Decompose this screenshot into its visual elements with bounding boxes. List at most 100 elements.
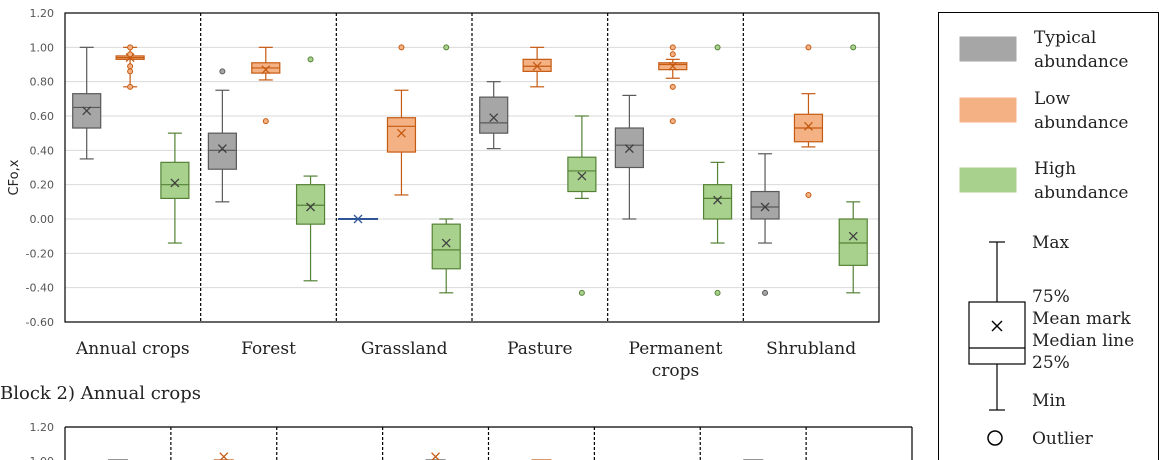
mean-mark bbox=[82, 106, 92, 116]
plot2-y-tick-label: 1.00 bbox=[30, 455, 55, 460]
box-high-abundance bbox=[567, 115, 597, 296]
outlier-point bbox=[805, 44, 812, 51]
box-high-abundance bbox=[838, 44, 868, 294]
mean-mark bbox=[760, 202, 770, 212]
outlier-point bbox=[127, 68, 134, 75]
key-outlier-label: Outlier bbox=[1032, 429, 1094, 449]
outlier-point bbox=[127, 51, 134, 58]
category-label: Forest bbox=[241, 339, 296, 359]
key-q3-label: 75% bbox=[1032, 287, 1070, 307]
outlier-point bbox=[127, 83, 134, 90]
y-tick-label: 1.20 bbox=[30, 7, 55, 20]
mean-mark bbox=[668, 61, 678, 71]
key-q1-label: 25% bbox=[1032, 353, 1070, 373]
plot2-mean-mark bbox=[219, 452, 229, 460]
iqr-box bbox=[838, 218, 868, 266]
category-label: Permanent bbox=[629, 339, 723, 359]
legend-swatch-typical bbox=[959, 36, 1017, 62]
box-low-abundance bbox=[115, 44, 145, 90]
legend-label-high: abundance bbox=[1034, 183, 1128, 203]
key-max-label: Max bbox=[1032, 233, 1070, 253]
outlier-point bbox=[669, 118, 676, 125]
mean-mark bbox=[217, 144, 227, 154]
category-label: crops bbox=[652, 361, 700, 381]
outlier-point bbox=[850, 44, 857, 51]
box-low-abundance bbox=[658, 44, 688, 125]
iqr-box bbox=[431, 223, 461, 270]
legend: Typical abundance Low abundance High abundanc… bbox=[938, 12, 1159, 460]
key-mean-label: Mean mark bbox=[1032, 309, 1131, 329]
mean-mark bbox=[803, 121, 813, 131]
legend-frame bbox=[938, 12, 1159, 460]
mean-mark bbox=[261, 65, 271, 75]
iqr-box bbox=[295, 184, 326, 225]
mean-mark bbox=[848, 231, 858, 241]
box-typical-abundance bbox=[72, 46, 102, 160]
legend-label-high: High bbox=[1034, 159, 1076, 179]
category-label: Pasture bbox=[507, 339, 573, 359]
legend-label-low: abundance bbox=[1034, 113, 1128, 133]
box-high-abundance bbox=[431, 44, 461, 294]
key-min-label: Min bbox=[1032, 391, 1066, 411]
legend-swatch-high bbox=[959, 167, 1017, 193]
box-low-abundance bbox=[793, 44, 824, 198]
box-low-abundance bbox=[522, 46, 552, 88]
plot2-y-tick-label: 1.20 bbox=[30, 421, 55, 434]
y-tick-label: 0.80 bbox=[30, 76, 55, 89]
legend-label-typical: Typical bbox=[1034, 28, 1096, 48]
category-label: Shrubland bbox=[766, 339, 856, 359]
box-typical-abundance bbox=[479, 81, 509, 150]
mean-mark bbox=[396, 128, 406, 138]
outlier-point bbox=[398, 44, 405, 51]
category-label: Grassland bbox=[361, 339, 448, 359]
key-mean-mark bbox=[991, 320, 1003, 332]
iqr-box bbox=[567, 156, 597, 193]
outlier-point bbox=[669, 51, 676, 58]
iqr-box bbox=[386, 117, 417, 153]
plot2-mean-mark bbox=[431, 452, 441, 460]
iqr-box bbox=[750, 190, 780, 220]
box-low-abundance bbox=[251, 46, 281, 125]
key-median-label: Median line bbox=[1032, 331, 1134, 351]
block2-title: Block 2) Annual crops bbox=[0, 383, 201, 404]
outlier-point bbox=[669, 83, 676, 90]
box-typical-abundance bbox=[207, 68, 237, 203]
outlier-point bbox=[578, 289, 585, 296]
key-outlier-marker bbox=[987, 430, 1003, 446]
y-tick-label: -0.40 bbox=[26, 282, 54, 295]
y-tick-label: -0.20 bbox=[26, 247, 54, 260]
y-tick-label: 0.40 bbox=[30, 144, 55, 157]
legend-label-typical: abundance bbox=[1034, 52, 1128, 72]
outlier-point bbox=[714, 289, 721, 296]
box-typical-abundance bbox=[614, 94, 644, 220]
y-tick-label: 0.60 bbox=[30, 110, 55, 123]
boxplot-chart: 1.20 1.00 0.80 0.60 0.40 0.20 0.00 -0.20 -0.40 -0… bbox=[7, 7, 913, 460]
iqr-box bbox=[207, 132, 237, 170]
box-high-abundance bbox=[160, 132, 190, 244]
iqr-box bbox=[479, 96, 509, 134]
y-tick-label: 0.00 bbox=[30, 213, 55, 226]
box-high-abundance bbox=[295, 56, 326, 282]
key-box bbox=[968, 301, 1026, 365]
outlier-point bbox=[219, 68, 226, 75]
mean-mark bbox=[624, 144, 634, 154]
category-label: Annual crops bbox=[75, 339, 190, 359]
outlier-point bbox=[262, 118, 269, 125]
outlier-point bbox=[805, 191, 812, 198]
y-tick-label: 0.20 bbox=[30, 179, 55, 192]
mean-mark bbox=[532, 61, 542, 71]
y-tick-label: 1.00 bbox=[30, 41, 55, 54]
y-tick-label: -0.60 bbox=[26, 316, 54, 329]
box-typical-abundance bbox=[338, 214, 379, 224]
legend-label-low: Low bbox=[1034, 89, 1071, 109]
mean-mark bbox=[489, 113, 499, 123]
iqr-box bbox=[702, 184, 733, 220]
mean-mark bbox=[353, 214, 363, 224]
mean-mark bbox=[306, 202, 316, 212]
legend-swatch-low bbox=[959, 97, 1017, 123]
mean-mark bbox=[713, 195, 723, 205]
outlier-point bbox=[762, 289, 769, 296]
outlier-point bbox=[127, 63, 134, 70]
box-typical-abundance bbox=[750, 153, 780, 296]
mean-mark bbox=[441, 238, 451, 248]
